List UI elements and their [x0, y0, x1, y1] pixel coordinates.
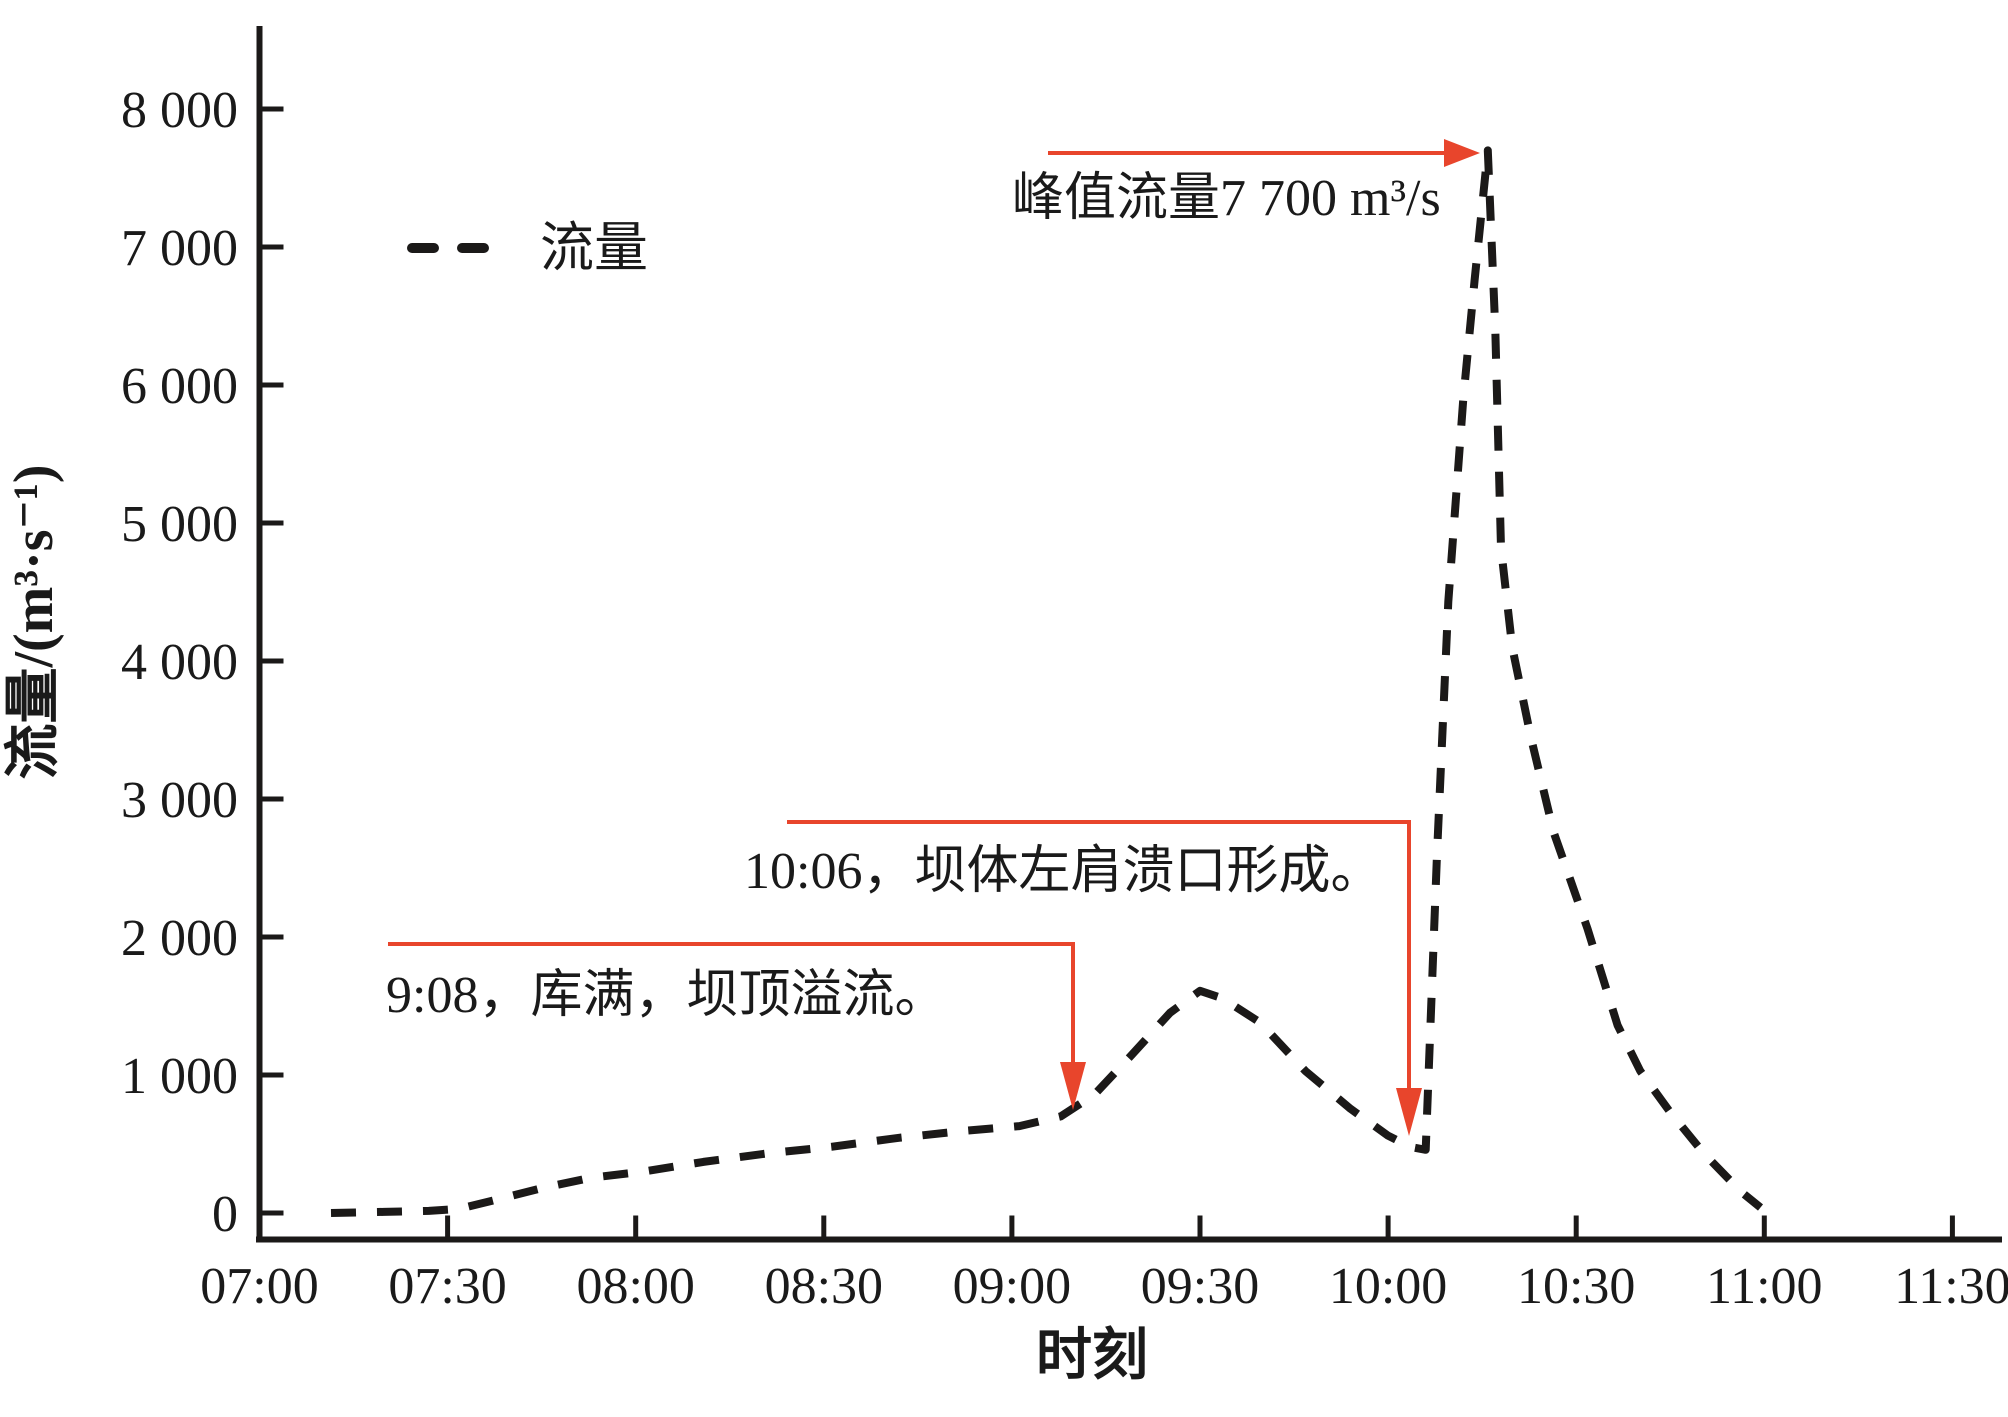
annotation-line-overflow: [388, 942, 1075, 1062]
x-tick-label: 07:00: [200, 1258, 318, 1315]
annotation-peak-flow-label: 峰值流量7 700 m³/s: [1012, 170, 1441, 227]
annotation-arrowhead-peak-flow: [1444, 139, 1480, 167]
x-tick-label: 08:00: [576, 1258, 694, 1315]
y-tick-label: 8 000: [121, 82, 238, 139]
y-tick-label: 7 000: [121, 220, 238, 277]
annotation-overflow-label: 9:08，库满，坝顶溢流。: [386, 967, 946, 1024]
y-axis-title: 流量/(m³·s⁻¹): [3, 464, 65, 779]
tick-marks-and-labels: 0 1 000 2 000 3 000 4 000 5 000 6 000 7 000 8 00…: [121, 82, 2008, 1315]
legend: 流量: [407, 218, 648, 278]
x-tick-label: 09:30: [1141, 1258, 1259, 1315]
y-tick-label: 0: [212, 1186, 238, 1243]
x-axis-title: 时刻: [1036, 1325, 1148, 1387]
annotation-arrows: [388, 139, 1480, 1136]
x-tick-label: 09:00: [953, 1258, 1071, 1315]
x-tick-label: 07:30: [388, 1258, 506, 1315]
x-tick-label: 11:30: [1894, 1258, 2008, 1315]
y-tick-label: 5 000: [121, 496, 238, 553]
x-tick-label: 10:00: [1329, 1258, 1447, 1315]
annotation-line-breach: [787, 820, 1411, 1088]
axes: [256, 26, 2002, 1243]
x-tick-label: 08:30: [765, 1258, 883, 1315]
y-tick-label: 4 000: [121, 634, 238, 691]
y-tick-label: 3 000: [121, 772, 238, 829]
x-tick-label: 11:00: [1706, 1258, 1823, 1315]
annotation-arrowhead-overflow: [1060, 1062, 1086, 1110]
legend-label: 流量: [540, 218, 648, 278]
flow-curve-dashed-line: [330, 146, 1764, 1217]
y-tick-label: 1 000: [121, 1048, 238, 1105]
annotation-arrowhead-breach: [1396, 1088, 1422, 1136]
x-tick-label: 10:30: [1517, 1258, 1635, 1315]
y-tick-label: 2 000: [121, 910, 238, 967]
y-tick-label: 6 000: [121, 358, 238, 415]
annotation-breach-label: 10:06，坝体左肩溃口形成。: [744, 843, 1382, 900]
